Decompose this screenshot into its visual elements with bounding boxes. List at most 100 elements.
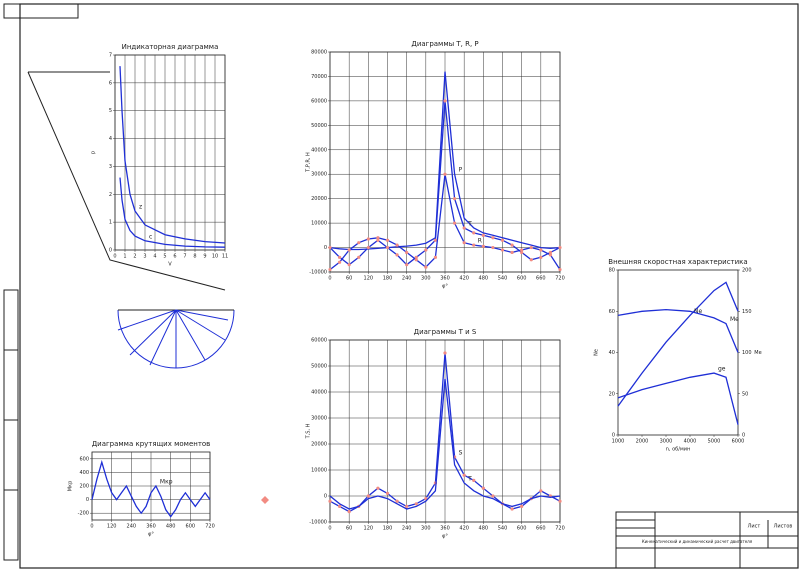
data-point xyxy=(548,250,553,255)
x-tick-label: 4000 xyxy=(684,439,697,445)
data-point xyxy=(414,255,418,259)
x-tick-label: 180 xyxy=(383,526,393,532)
y-tick-label: 4 xyxy=(109,136,112,142)
side-stamp xyxy=(3,289,19,561)
x-tick-label: 10 xyxy=(212,254,218,260)
corner-stamp xyxy=(3,3,79,19)
data-point xyxy=(385,245,390,250)
data-point xyxy=(337,504,342,508)
y-axis-label: p xyxy=(91,151,97,154)
data-point xyxy=(558,499,562,503)
data-point xyxy=(385,238,390,242)
data-point xyxy=(424,265,428,269)
data-point xyxy=(472,243,476,247)
x-tick-label: 1 xyxy=(123,254,126,260)
series-label: R xyxy=(478,238,482,245)
x-tick-label: 120 xyxy=(364,276,374,282)
y-tick-label: 60000 xyxy=(311,338,327,344)
data-point xyxy=(366,237,370,241)
x-axis-label: φ° xyxy=(148,532,154,538)
x-tick-label: 3 xyxy=(143,254,146,260)
x-tick-label: 360 xyxy=(146,524,156,530)
y-tick-label: 50000 xyxy=(311,364,327,370)
x-tick-label: 0 xyxy=(328,526,331,532)
data-point xyxy=(462,226,466,230)
y-tick-label: 400 xyxy=(79,470,89,476)
y-tick-label: 30000 xyxy=(311,172,327,178)
data-point xyxy=(520,248,524,252)
data-point xyxy=(529,245,533,250)
data-point xyxy=(510,243,514,247)
data-point xyxy=(500,248,505,252)
data-point xyxy=(510,250,514,255)
x-tick-label: 660 xyxy=(536,526,546,532)
y-tick-label: 80 xyxy=(609,268,615,274)
series-line xyxy=(617,308,739,353)
y-tick-label: 20000 xyxy=(311,442,327,448)
x-tick-label: 660 xyxy=(536,276,546,282)
y-axis-label: Ne xyxy=(594,349,600,356)
data-point xyxy=(424,248,428,252)
y-tick-label: 5 xyxy=(109,108,112,114)
y-axis-label: T,P,R, Н xyxy=(306,152,312,173)
data-point xyxy=(433,255,438,259)
y-tick-label: 200 xyxy=(79,484,89,490)
chart-title: Диаграммы T, R, P xyxy=(411,40,478,48)
y-tick-label: 10000 xyxy=(311,221,327,227)
y2-tick-label: 0 xyxy=(742,433,745,439)
y-tick-label: 0 xyxy=(324,494,327,500)
chart-title: Диаграммы T и S xyxy=(414,328,477,336)
y-tick-label: 40000 xyxy=(311,390,327,396)
data-point xyxy=(385,491,390,495)
x-tick-label: 7 xyxy=(183,254,186,260)
title-block: Кинематический и динамический расчет дви… xyxy=(615,511,799,569)
data-point xyxy=(491,494,495,498)
x-axis-label: n, об/мин xyxy=(666,447,690,453)
data-point xyxy=(337,260,342,264)
series-label: c xyxy=(149,233,152,240)
data-point xyxy=(347,248,351,252)
data-point xyxy=(395,499,399,503)
data-point xyxy=(510,507,514,511)
data-point xyxy=(443,351,447,355)
x-tick-label: 6 xyxy=(173,254,176,260)
x-tick-label: 600 xyxy=(517,526,527,532)
y2-tick-label: 200 xyxy=(742,268,752,274)
x-tick-label: 240 xyxy=(127,524,137,530)
x-tick-label: 360 xyxy=(440,276,450,282)
data-point xyxy=(366,494,370,498)
data-point xyxy=(376,236,380,240)
y-tick-label: 50000 xyxy=(311,123,327,129)
x-tick-label: 240 xyxy=(402,276,412,282)
series-label: ge xyxy=(718,366,726,373)
x-tick-label: 360 xyxy=(440,526,450,532)
x-tick-label: 4 xyxy=(153,254,156,260)
y-tick-label: 20000 xyxy=(311,196,327,202)
chart-title: Диаграмма крутящих моментов xyxy=(92,440,211,448)
data-point xyxy=(414,258,418,262)
data-point xyxy=(328,245,332,250)
series-label: Me xyxy=(730,316,739,323)
data-point xyxy=(366,245,370,250)
data-point xyxy=(347,510,351,514)
y-tick-label: -10000 xyxy=(309,520,327,526)
x-tick-label: 2000 xyxy=(636,439,649,445)
x-tick-label: 480 xyxy=(479,526,489,532)
data-point xyxy=(472,231,476,235)
y-tick-label: 30000 xyxy=(311,416,327,422)
x-tick-label: 120 xyxy=(107,524,117,530)
x-tick-label: 0 xyxy=(328,276,331,282)
data-point xyxy=(452,221,457,225)
title-block-frame xyxy=(615,511,799,569)
y-tick-label: 3 xyxy=(109,164,112,170)
y-tick-label: 0 xyxy=(612,433,615,439)
x-tick-label: 480 xyxy=(479,276,489,282)
y-tick-label: 600 xyxy=(79,456,89,462)
data-point xyxy=(347,263,351,267)
marker-diamond xyxy=(261,496,269,504)
data-point xyxy=(357,241,361,245)
y-tick-label: 20 xyxy=(609,391,615,397)
data-point xyxy=(328,267,332,272)
data-point xyxy=(405,250,409,255)
